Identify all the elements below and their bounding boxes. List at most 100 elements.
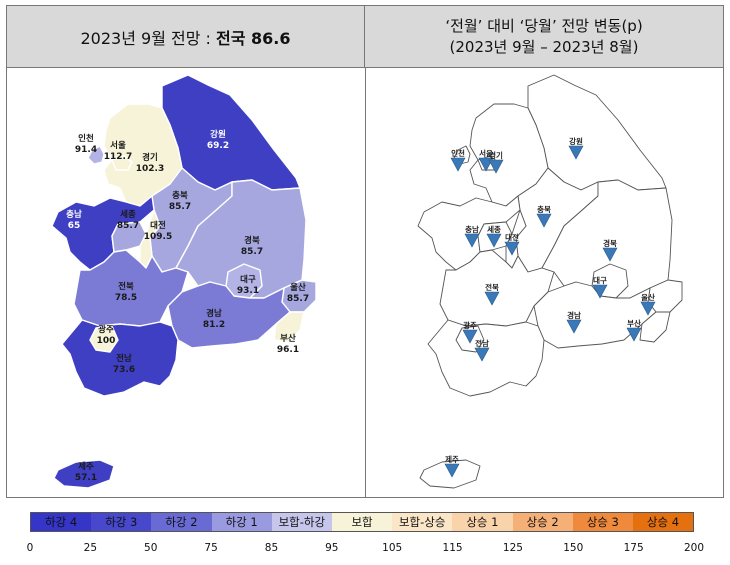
region-value-label: 57.1	[75, 473, 97, 483]
region-value-label: 109.5	[144, 232, 172, 242]
region-sejong[interactable]	[111, 221, 147, 253]
change-region-label: 대구	[593, 275, 607, 285]
down-triangle-icon	[504, 241, 520, 256]
down-triangle-icon	[592, 284, 608, 299]
legend-item: 하강 4	[31, 513, 92, 531]
region-name-label: 울산	[290, 282, 306, 293]
region-value-label: 112.7	[104, 152, 132, 162]
down-triangle-icon	[450, 157, 466, 172]
region-value-label: 81.2	[203, 320, 225, 330]
change-region-label: 경기	[489, 150, 503, 160]
region-name-label: 강원	[210, 129, 226, 140]
legend-item: 하강 1	[211, 513, 272, 531]
legend-item: 상승 2	[512, 513, 573, 531]
right-map-title: ‘전월’ 대비 ‘당월’ 전망 변동(p) (2023년 9월 – 2023년 …	[365, 6, 723, 68]
region-value-label: 85.7	[169, 202, 191, 212]
down-triangle-icon	[488, 159, 504, 174]
region-name-label: 충북	[172, 190, 188, 201]
region-name-label: 충남	[66, 209, 82, 220]
region-jeju-outline[interactable]	[419, 459, 481, 489]
change-map	[417, 74, 683, 489]
region-name-label: 경남	[206, 308, 222, 319]
region-seoul[interactable]	[111, 155, 133, 171]
right-title-line1: ‘전월’ 대비 ‘당월’ 전망 변동(p)	[445, 16, 643, 35]
region-value-label: 93.1	[237, 286, 259, 296]
down-triangle-icon	[474, 347, 490, 362]
change-region-label: 전남	[475, 338, 489, 348]
change-region-label: 서울	[479, 148, 493, 158]
down-triangle-icon	[602, 247, 618, 262]
region-name-label: 대구	[240, 274, 256, 285]
region-name-label: 대전	[150, 220, 166, 231]
region-gyeongnam[interactable]	[167, 281, 291, 349]
change-region-label: 강원	[569, 136, 583, 146]
region-value-label: 96.1	[277, 345, 299, 355]
change-region-label: 대전	[505, 232, 519, 242]
region-name-label: 경북	[244, 235, 260, 246]
legend-tick-label: 200	[683, 542, 705, 554]
change-region-label: 부산	[627, 318, 641, 328]
region-name-label: 인천	[78, 133, 94, 144]
map-frame: 2023년 9월 전망 : 전국 86.6 ‘전월’ 대비 ‘당월’ 전망 변동…	[6, 5, 724, 498]
region-value-label: 100	[97, 336, 116, 346]
region-busan-outline[interactable]	[639, 311, 671, 343]
region-value-label: 85.7	[241, 247, 263, 257]
legend-tick-label: 105	[382, 542, 403, 554]
region-value-label: 65	[68, 221, 81, 231]
change-region-label: 인천	[451, 148, 465, 158]
legend-item: 보합-하강	[271, 513, 332, 531]
region-name-label: 전북	[118, 281, 134, 292]
region-value-label: 102.3	[136, 164, 164, 174]
region-name-label: 광주	[98, 324, 114, 335]
region-jeju[interactable]	[53, 459, 115, 489]
region-incheon[interactable]	[87, 145, 105, 165]
region-name-label: 세종	[120, 209, 136, 220]
down-triangle-icon	[462, 329, 478, 344]
change-region-label: 충남	[465, 224, 479, 234]
down-triangle-icon	[486, 233, 502, 248]
right-title-line2: (2023년 9월 – 2023년 8월)	[449, 37, 639, 56]
legend-bar: 하강 4 하강 3 하강 2 하강 1 보합-하강 보합 보합-상승 상승 1 상승 2 상승 3…	[30, 512, 694, 532]
down-triangle-icon	[568, 145, 584, 160]
down-triangle-icon	[536, 213, 552, 228]
forecast-map	[51, 74, 317, 489]
legend-tick-label: 175	[623, 542, 644, 554]
change-region-label: 충북	[537, 204, 551, 214]
region-name-label: 부산	[280, 333, 296, 344]
legend-item: 상승 3	[572, 513, 633, 531]
legend-ticks: 0 25 50 75 85 95 105 115 125 150 175 200	[0, 542, 730, 558]
legend-tick-label: 25	[83, 542, 98, 554]
region-value-label: 85.7	[287, 294, 309, 304]
down-triangle-icon	[566, 319, 582, 334]
change-region-label: 경북	[603, 238, 617, 248]
region-gwangju[interactable]	[89, 325, 119, 353]
change-region-label: 광주	[463, 320, 477, 330]
region-name-label: 제주	[78, 461, 94, 472]
legend-item: 하강 3	[91, 513, 152, 531]
down-triangle-icon	[626, 327, 642, 342]
national-value: 전국 86.6	[216, 28, 291, 48]
down-triangle-icon	[484, 291, 500, 306]
legend-tick-label: 85	[264, 542, 279, 554]
left-title-text: 2023년 9월 전망 :	[80, 28, 211, 48]
legend-item: 보합	[331, 513, 393, 531]
region-name-label: 전남	[116, 353, 132, 364]
legend-item: 보합-상승	[392, 513, 453, 531]
region-name-label: 경기	[142, 152, 158, 163]
region-value-label: 91.4	[75, 145, 97, 155]
legend-tick-label: 150	[563, 542, 584, 554]
down-triangle-icon	[464, 233, 480, 248]
region-value-label: 73.6	[113, 365, 135, 375]
down-triangle-icon	[444, 463, 460, 478]
down-triangle-icon	[640, 301, 656, 316]
legend-tick-label: 50	[144, 542, 158, 554]
legend-tick-label: 0	[26, 542, 34, 554]
change-region-label: 전북	[485, 282, 499, 292]
region-jeonnam-outline[interactable]	[427, 319, 545, 397]
region-busan[interactable]	[273, 311, 305, 343]
legend-tick-label: 75	[204, 542, 218, 554]
legend-item: 상승 1	[452, 513, 513, 531]
